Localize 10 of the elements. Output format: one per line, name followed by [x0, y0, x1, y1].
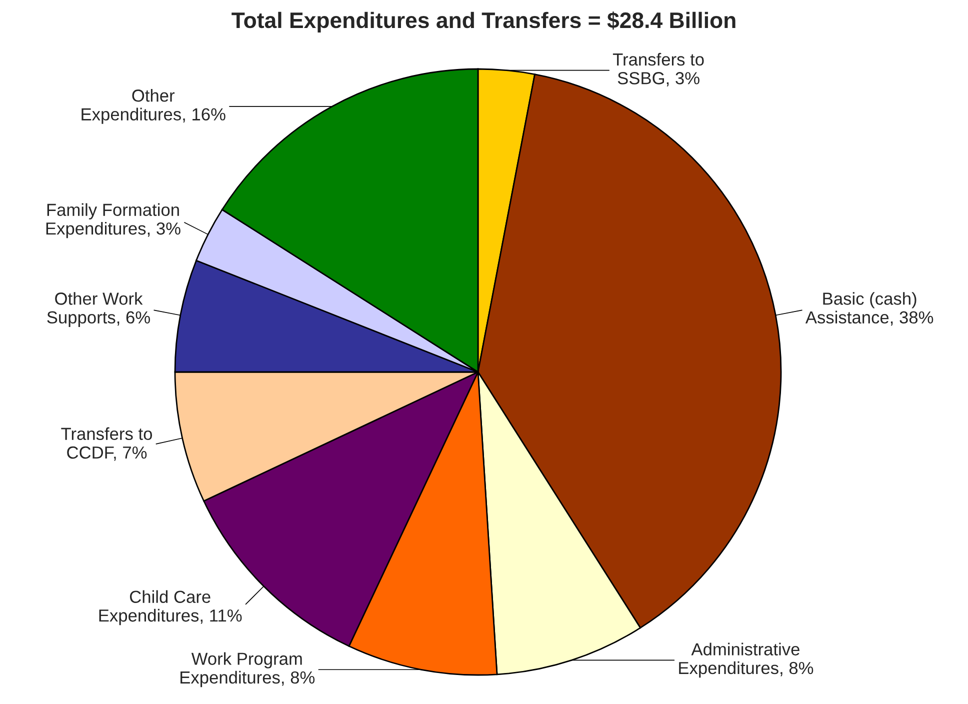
slice-label: Other Work Supports, 6%	[47, 292, 150, 327]
slice-label: Family Formation Expenditures, 3%	[46, 203, 180, 238]
slice-label: Transfers to SSBG, 3%	[612, 52, 704, 86]
slice-label: Other Expenditures, 16%	[82, 89, 226, 124]
slice-label: Basic (cash) Assistance, 38%	[805, 292, 934, 326]
slice-label: Work Program Expenditures, 8%	[180, 652, 315, 688]
slice-label: Administrative Expenditures, 8%	[679, 642, 814, 678]
slice-label: Child Care Expenditures, 11%	[99, 590, 242, 626]
chart-title: Total Expenditures and Transfers = $28.4 Billion	[232, 11, 736, 33]
slice-label: Transfers to CCDF, 7%	[61, 427, 152, 461]
